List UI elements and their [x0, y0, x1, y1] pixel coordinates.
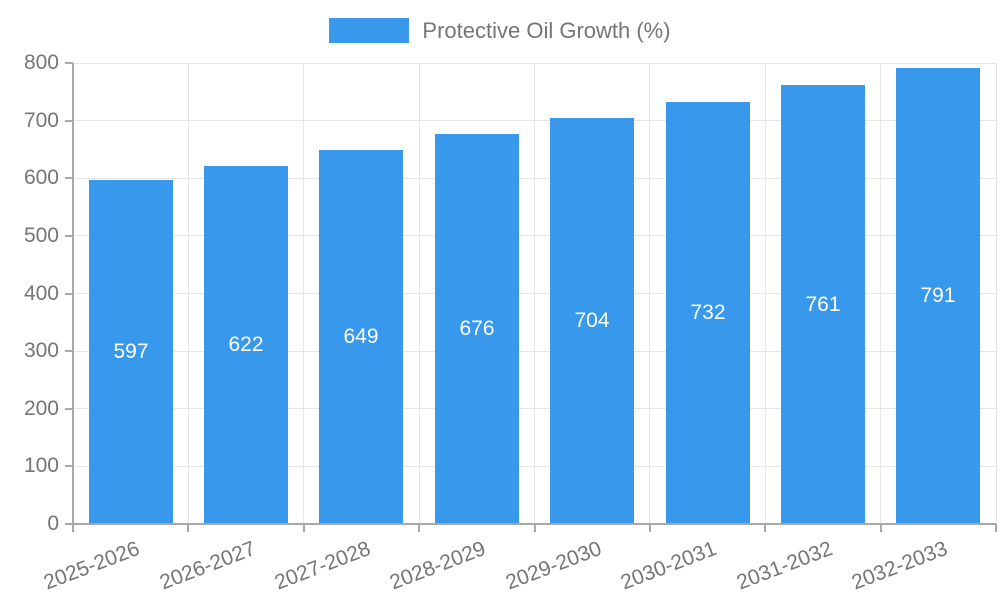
bar[interactable]: 676 [435, 134, 519, 524]
x-gridline [303, 63, 305, 524]
x-axis-tick [302, 524, 305, 532]
bar[interactable]: 732 [666, 102, 750, 524]
y-axis-tick [65, 350, 73, 353]
y-axis-tick [65, 62, 73, 64]
y-axis-tick [65, 523, 73, 525]
y-axis-tick-label: 800 [23, 51, 59, 74]
y-axis-tick-label: 400 [23, 281, 59, 305]
x-axis-tick [764, 524, 767, 532]
x-gridline [418, 63, 420, 524]
bar-value-label: 676 [459, 317, 495, 341]
chart-legend[interactable]: Protective Oil Growth (%) [0, 18, 1000, 43]
y-axis-tick-label: 200 [23, 396, 59, 420]
x-gridline [880, 63, 882, 524]
x-axis-tick [187, 524, 190, 532]
bar-value-label: 649 [343, 324, 379, 348]
bar-value-label: 704 [574, 309, 610, 333]
x-axis-category-label: 2026-2027 [156, 537, 259, 595]
y-axis-tick [65, 292, 73, 295]
bar[interactable]: 704 [550, 118, 634, 524]
x-axis-category-label: 2032-2033 [848, 537, 951, 595]
bar[interactable]: 791 [896, 68, 980, 524]
legend-label: Protective Oil Growth (%) [422, 18, 671, 43]
y-axis-tick [65, 177, 73, 180]
y-axis-tick [65, 119, 73, 122]
x-axis-tick [533, 524, 536, 532]
x-axis-category-label: 2028-2029 [387, 537, 490, 595]
bar[interactable]: 649 [319, 150, 403, 524]
x-axis-tick [418, 524, 421, 532]
bar-value-label: 761 [805, 292, 841, 316]
y-axis-tick-label: 500 [23, 223, 59, 247]
bar-value-label: 622 [228, 332, 264, 356]
x-axis-category-label: 2029-2030 [502, 537, 605, 595]
y-axis-tick-label: 300 [23, 339, 59, 363]
y-axis-tick-label: 600 [23, 166, 59, 190]
x-axis-category-label: 2030-2031 [617, 537, 720, 595]
y-axis-line [72, 63, 74, 525]
y-axis-tick-label: 700 [23, 108, 59, 132]
x-axis-tick [648, 524, 651, 532]
y-axis-tick-label: 0 [47, 512, 59, 535]
bar[interactable]: 622 [204, 165, 288, 524]
bar[interactable]: 761 [781, 85, 865, 524]
y-axis-tick-label: 100 [23, 454, 59, 478]
x-gridline [187, 63, 189, 524]
x-axis-category-label: 2025-2026 [40, 537, 143, 595]
bar-value-label: 791 [920, 284, 956, 308]
bar[interactable]: 597 [89, 179, 173, 524]
x-axis-category-label: 2027-2028 [271, 537, 374, 595]
y-axis-tick [65, 465, 73, 468]
x-gridline [534, 63, 535, 524]
bar-value-label: 597 [113, 339, 149, 363]
legend-swatch-icon [329, 18, 410, 43]
x-axis-tick [72, 524, 74, 532]
x-gridline [764, 63, 766, 524]
x-axis-tick [879, 524, 882, 532]
y-axis-tick [65, 407, 73, 410]
x-gridline [995, 63, 997, 524]
bar-value-label: 732 [690, 301, 726, 325]
x-axis-line [73, 523, 996, 525]
x-axis-category-label: 2031-2032 [733, 537, 836, 595]
x-gridline [649, 63, 651, 524]
x-axis-tick [995, 524, 997, 532]
y-axis-tick [65, 234, 73, 237]
